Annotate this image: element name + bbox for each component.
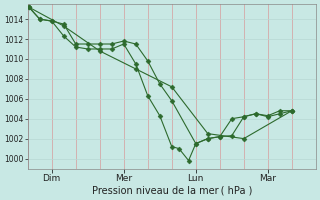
X-axis label: Pression niveau de la mer ( hPa ): Pression niveau de la mer ( hPa ) xyxy=(92,186,252,196)
